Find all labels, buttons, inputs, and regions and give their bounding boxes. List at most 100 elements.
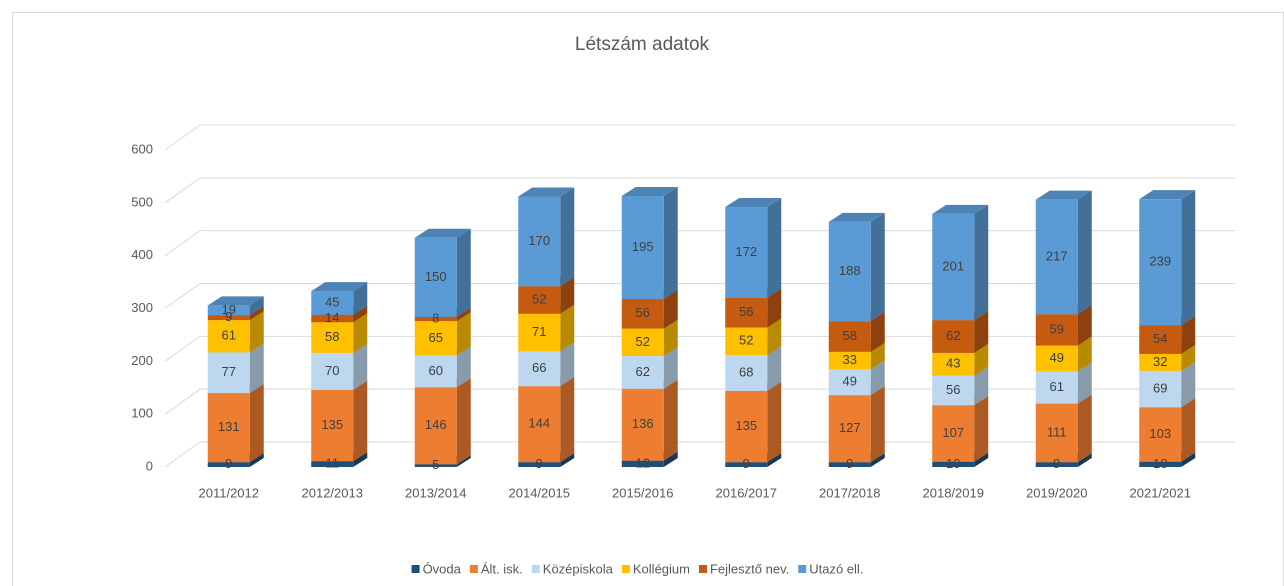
bar-top — [932, 204, 989, 214]
data-label: 19 — [222, 302, 236, 317]
bar-side — [974, 396, 989, 462]
bar — [311, 461, 354, 467]
data-label: 5 — [432, 457, 439, 472]
y-tick-label: 0 — [146, 458, 153, 473]
x-tick-label: 2021/2021 — [1130, 485, 1191, 500]
data-label: 9 — [743, 456, 750, 471]
bar — [207, 315, 250, 321]
bar-side — [974, 204, 989, 321]
data-label: 144 — [528, 416, 550, 431]
data-label: 239 — [1149, 254, 1171, 269]
bar-side — [974, 366, 989, 406]
data-label: 33 — [843, 352, 857, 367]
bar-side — [663, 289, 678, 329]
data-label: 107 — [942, 425, 964, 440]
bar-side — [1077, 362, 1092, 404]
bar — [932, 352, 975, 376]
bar — [1139, 353, 1182, 371]
data-label: 71 — [532, 324, 546, 339]
bar-side — [456, 312, 471, 356]
bar-side — [560, 342, 575, 387]
bar-side — [560, 277, 575, 314]
bar-side — [249, 296, 264, 316]
bar-side — [249, 453, 264, 467]
grid-line — [164, 124, 1235, 151]
data-label: 52 — [532, 291, 546, 306]
bar-side — [456, 307, 471, 322]
bar-side — [249, 343, 264, 394]
data-label: 127 — [839, 420, 861, 435]
bar-side — [767, 345, 782, 391]
bar — [725, 390, 768, 463]
bar — [621, 460, 664, 467]
bar — [621, 356, 664, 389]
bar — [1139, 461, 1182, 467]
data-label: 77 — [222, 364, 236, 379]
bar — [725, 462, 768, 467]
bar — [725, 297, 768, 328]
bar — [311, 389, 354, 462]
grid-line — [164, 177, 1235, 204]
bar — [828, 462, 871, 467]
bar-side — [353, 313, 368, 353]
data-label: 54 — [1153, 331, 1167, 346]
legend-label: Középiskola — [543, 561, 614, 576]
bar — [932, 405, 975, 462]
y-tick-label: 300 — [131, 300, 153, 315]
data-label: 170 — [528, 233, 550, 248]
data-label: 65 — [429, 330, 443, 345]
bar-top — [414, 228, 471, 238]
legend-swatch — [469, 565, 478, 573]
bar — [828, 221, 871, 322]
y-tick-label: 200 — [131, 353, 153, 368]
bar-side — [663, 451, 678, 467]
grid-line — [164, 441, 1235, 468]
bar — [414, 464, 457, 467]
bar-side — [456, 346, 471, 388]
legend-label: Óvoda — [423, 561, 462, 576]
data-label: 111 — [1047, 424, 1067, 439]
data-label: 12 — [636, 455, 650, 470]
bar — [207, 305, 250, 316]
x-tick-label: 2012/2013 — [302, 485, 363, 500]
bar — [207, 352, 250, 394]
bar-side — [870, 312, 885, 352]
bar-side — [1181, 452, 1196, 467]
bar-side — [249, 311, 264, 353]
data-label: 43 — [946, 356, 960, 371]
bar-side — [663, 347, 678, 389]
grid-line — [164, 388, 1235, 415]
data-label: 146 — [425, 417, 447, 432]
bar-top — [828, 212, 885, 222]
bar-side — [456, 378, 471, 465]
bar-side — [974, 311, 989, 353]
bar — [207, 320, 250, 353]
bar — [621, 328, 664, 357]
bar — [1035, 199, 1078, 315]
bar-side — [353, 452, 368, 467]
data-label: 56 — [739, 304, 753, 319]
bar-side — [1181, 344, 1196, 371]
bar — [725, 354, 768, 391]
bar-side — [1181, 398, 1196, 462]
bar-side — [663, 319, 678, 357]
data-label: 56 — [636, 305, 650, 320]
data-label: 58 — [843, 328, 857, 343]
bar-side — [560, 453, 575, 467]
data-label: 45 — [325, 294, 339, 309]
bar — [414, 321, 457, 356]
data-label: 201 — [942, 258, 964, 273]
bar-side — [1181, 316, 1196, 354]
bar-side — [870, 212, 885, 322]
data-label: 61 — [1050, 379, 1064, 394]
grid-line — [164, 283, 1235, 309]
chart-title: Létszám adatok — [575, 34, 710, 55]
data-label: 135 — [321, 417, 343, 432]
bar — [1139, 199, 1182, 326]
bar-side — [249, 306, 264, 321]
y-tick-label: 100 — [131, 406, 153, 421]
bar-top — [311, 282, 368, 292]
bar-side — [870, 386, 885, 463]
data-label: 68 — [739, 364, 753, 379]
bar-side — [1077, 336, 1092, 372]
